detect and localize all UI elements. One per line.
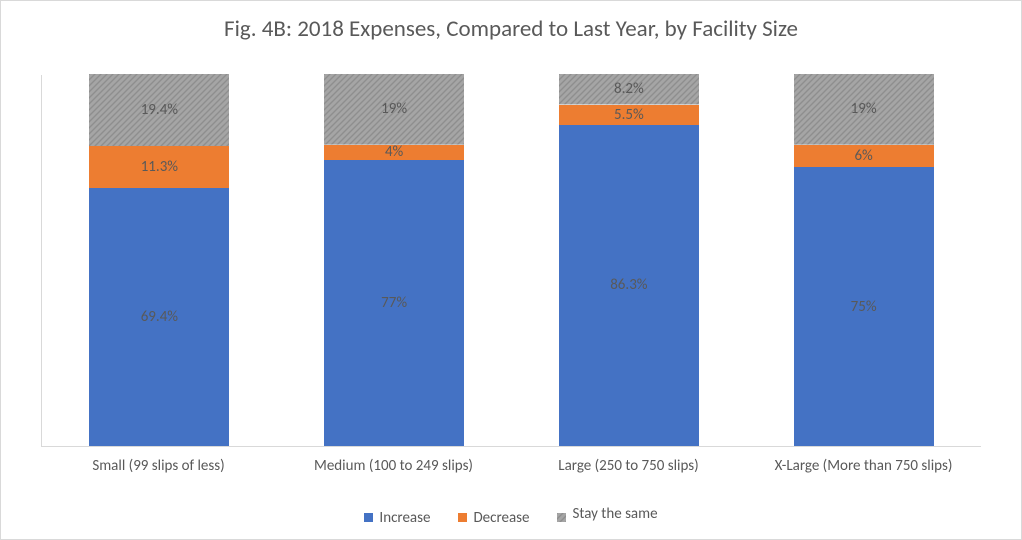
category-label: Large (250 to 750 slips) [511, 457, 746, 475]
legend-item: Increase [364, 509, 430, 527]
legend-swatch [364, 513, 373, 522]
bar-segment: 19.4% [89, 74, 229, 146]
bar: 19%6%75% [794, 74, 934, 446]
bar-segment: 8.2% [559, 74, 699, 105]
bar-segment: 75% [794, 167, 934, 446]
bar: 19.4%11.3%69.4% [89, 74, 229, 446]
legend-swatch [557, 509, 566, 518]
bar-segment: 69.4% [89, 188, 229, 446]
legend-item: Stay the same [557, 505, 657, 523]
legend-label: Increase [379, 509, 430, 527]
bar-segment: 86.3% [559, 125, 699, 446]
bar: 8.2%5.5%86.3% [559, 74, 699, 446]
bar-segment: 6% [794, 145, 934, 167]
legend-label: Stay the same [572, 505, 657, 523]
bar-segment: 4% [324, 145, 464, 160]
bar-segment: 19% [794, 74, 934, 145]
category-label: Medium (100 to 249 slips) [276, 457, 511, 475]
legend: Increase Decrease Stay the same [1, 505, 1021, 528]
bar-segment: 5.5% [559, 105, 699, 125]
bar-group: 8.2%5.5%86.3% [512, 75, 747, 446]
chart-frame: Fig. 4B: 2018 Expenses, Compared to Last… [0, 0, 1022, 540]
bar-segment: 77% [324, 160, 464, 446]
chart-title: Fig. 4B: 2018 Expenses, Compared to Last… [1, 15, 1021, 43]
category-axis: Small (99 slips of less)Medium (100 to 2… [41, 453, 981, 479]
category-label: X-Large (More than 750 slips) [746, 457, 981, 475]
legend-label: Decrease [473, 509, 529, 527]
bar-group: 19%6%75% [746, 75, 981, 446]
legend-swatch [458, 513, 467, 522]
legend-item: Decrease [458, 509, 529, 527]
bar-group: 19.4%11.3%69.4% [42, 75, 277, 446]
bar-segment: 11.3% [89, 146, 229, 188]
category-label: Small (99 slips of less) [41, 457, 276, 475]
bar: 19%4%77% [324, 74, 464, 446]
bar-group: 19%4%77% [277, 75, 512, 446]
plot-area: 19.4%11.3%69.4%19%4%77%8.2%5.5%86.3%19%6… [41, 75, 981, 447]
bar-segment: 19% [324, 74, 464, 145]
